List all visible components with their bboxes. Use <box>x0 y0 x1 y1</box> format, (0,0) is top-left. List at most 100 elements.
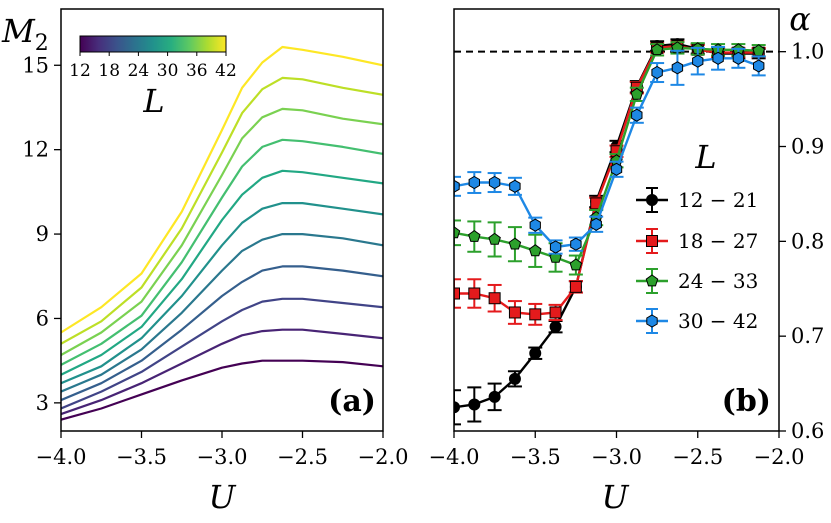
data-point <box>509 179 521 193</box>
series-line-9 <box>61 76 383 345</box>
y-tick-label: 0.6 <box>791 419 824 443</box>
series-line-5 <box>61 202 383 385</box>
series-line-6 <box>61 169 383 376</box>
legend-item-1: 18 − 27 <box>636 228 758 254</box>
data-point <box>732 51 745 65</box>
series-line-3 <box>454 57 760 249</box>
data-point <box>646 194 658 206</box>
data-point <box>488 390 501 403</box>
data-point <box>712 51 724 65</box>
panel-b-tag: (b) <box>722 384 771 419</box>
colorbar-tick-label: 36 <box>186 61 208 81</box>
panel-b-x-label: U <box>602 478 630 516</box>
data-point <box>529 218 541 232</box>
panel-a-lines <box>61 45 383 421</box>
series-line-3 <box>61 265 383 402</box>
x-tick-label: −3.0 <box>591 445 642 469</box>
panel-a-x-ticks: −4.0 −3.5 −3.0 −2.5 −2.0 <box>36 431 409 469</box>
data-point <box>454 287 460 300</box>
x-tick-label: −2.5 <box>277 445 328 469</box>
legend: L 12 − 21 18 − 27 24 − 33 30 − 42 <box>636 138 758 334</box>
panel-a-x-label: U <box>209 478 237 516</box>
data-point <box>488 232 501 245</box>
data-point <box>610 162 623 176</box>
colorbar-gradient <box>79 35 227 53</box>
data-point <box>692 54 704 68</box>
y-tick-label: 12 <box>22 138 49 162</box>
series-line-2 <box>61 297 383 410</box>
series-line-4 <box>61 233 383 393</box>
data-point <box>488 292 501 305</box>
colorbar-label: L <box>142 82 164 120</box>
data-point <box>468 175 480 190</box>
colorbar-tick-label: 18 <box>98 61 120 81</box>
series-line-7 <box>61 138 383 366</box>
panel-a-y-ticks: 3 6 9 12 15 <box>22 53 61 415</box>
data-point <box>631 108 643 122</box>
data-point <box>454 179 460 193</box>
y-tick-label: 9 <box>36 222 49 246</box>
data-point <box>468 398 481 411</box>
x-tick-label: −3.0 <box>197 445 248 469</box>
data-point <box>468 287 481 300</box>
data-point <box>508 237 522 250</box>
x-tick-label: −3.5 <box>116 445 167 469</box>
y-tick-label: 0.8 <box>791 229 824 253</box>
series-line-1 <box>454 44 759 316</box>
colorbar-tick-label: 42 <box>215 61 237 81</box>
data-point <box>488 175 501 190</box>
panel-b-y-label: α <box>789 0 811 38</box>
y-tick-label: 3 <box>36 391 49 415</box>
data-point <box>650 43 664 56</box>
series-line-1 <box>61 328 383 416</box>
legend-label: 30 − 42 <box>678 309 758 333</box>
data-point <box>752 44 765 57</box>
series-line-10 <box>61 45 383 334</box>
data-point <box>569 280 582 293</box>
data-point <box>549 320 562 333</box>
series-line-8 <box>61 107 383 356</box>
x-tick-label: −3.5 <box>510 445 561 469</box>
data-point <box>454 226 461 239</box>
legend-item-2: 24 − 33 <box>636 268 758 294</box>
series-line-0 <box>454 42 759 409</box>
data-point <box>508 372 521 385</box>
colorbar: 12 18 24 30 36 42 L <box>69 35 237 120</box>
legend-title: L <box>694 138 716 176</box>
y-tick-label: 15 <box>22 53 49 77</box>
y-tick-label: 6 <box>36 306 49 330</box>
panel-b-frame <box>453 8 780 432</box>
data-point <box>671 61 684 75</box>
series-3 <box>454 45 766 255</box>
data-point <box>753 59 765 73</box>
data-point <box>651 65 663 80</box>
colorbar-tick-label: 24 <box>128 61 150 81</box>
legend-item-0: 12 − 21 <box>636 187 758 213</box>
legend-item-3: 30 − 42 <box>636 308 758 334</box>
data-point <box>549 240 562 254</box>
colorbar-ticks: 12 18 24 30 36 42 <box>69 52 237 81</box>
panel-a-y-label: M2 <box>1 12 49 56</box>
data-point <box>569 258 583 271</box>
data-point <box>468 229 481 242</box>
panel-b-y-ticks: 0.6 0.7 0.8 0.9 1.0 <box>779 40 824 443</box>
data-point <box>570 237 582 251</box>
y-tick-label: 1.0 <box>791 40 824 64</box>
panel-a-tag: (a) <box>328 384 376 419</box>
data-point <box>528 244 542 257</box>
x-tick-label: −2.0 <box>358 445 409 469</box>
colorbar-tick-label: 12 <box>69 61 91 81</box>
panel-b-plot <box>454 38 779 426</box>
y-tick-label: 0.7 <box>791 324 824 348</box>
legend-label: 18 − 27 <box>678 229 758 253</box>
x-tick-label: −4.0 <box>36 445 87 469</box>
legend-label: 24 − 33 <box>678 269 758 293</box>
legend-label: 12 − 21 <box>678 188 758 212</box>
data-point <box>508 306 521 319</box>
data-point <box>454 401 460 414</box>
panel-b: −4.0 −3.5 −3.0 −2.5 −2.0 0.6 0.7 0.8 0.9 1.0 α U… <box>429 0 825 516</box>
data-point <box>529 347 542 360</box>
data-point <box>646 235 658 247</box>
data-point <box>529 308 542 321</box>
